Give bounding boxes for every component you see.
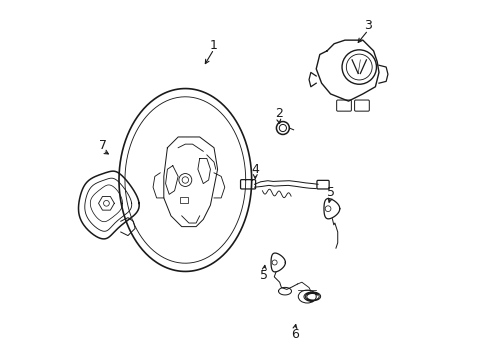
Text: 1: 1 (210, 39, 218, 52)
Text: 3: 3 (364, 19, 371, 32)
Text: 6: 6 (290, 328, 298, 341)
Text: 5: 5 (260, 269, 268, 282)
Text: 2: 2 (274, 107, 282, 120)
Text: 4: 4 (251, 163, 259, 176)
Text: 5: 5 (326, 186, 334, 199)
Text: 7: 7 (99, 139, 107, 152)
